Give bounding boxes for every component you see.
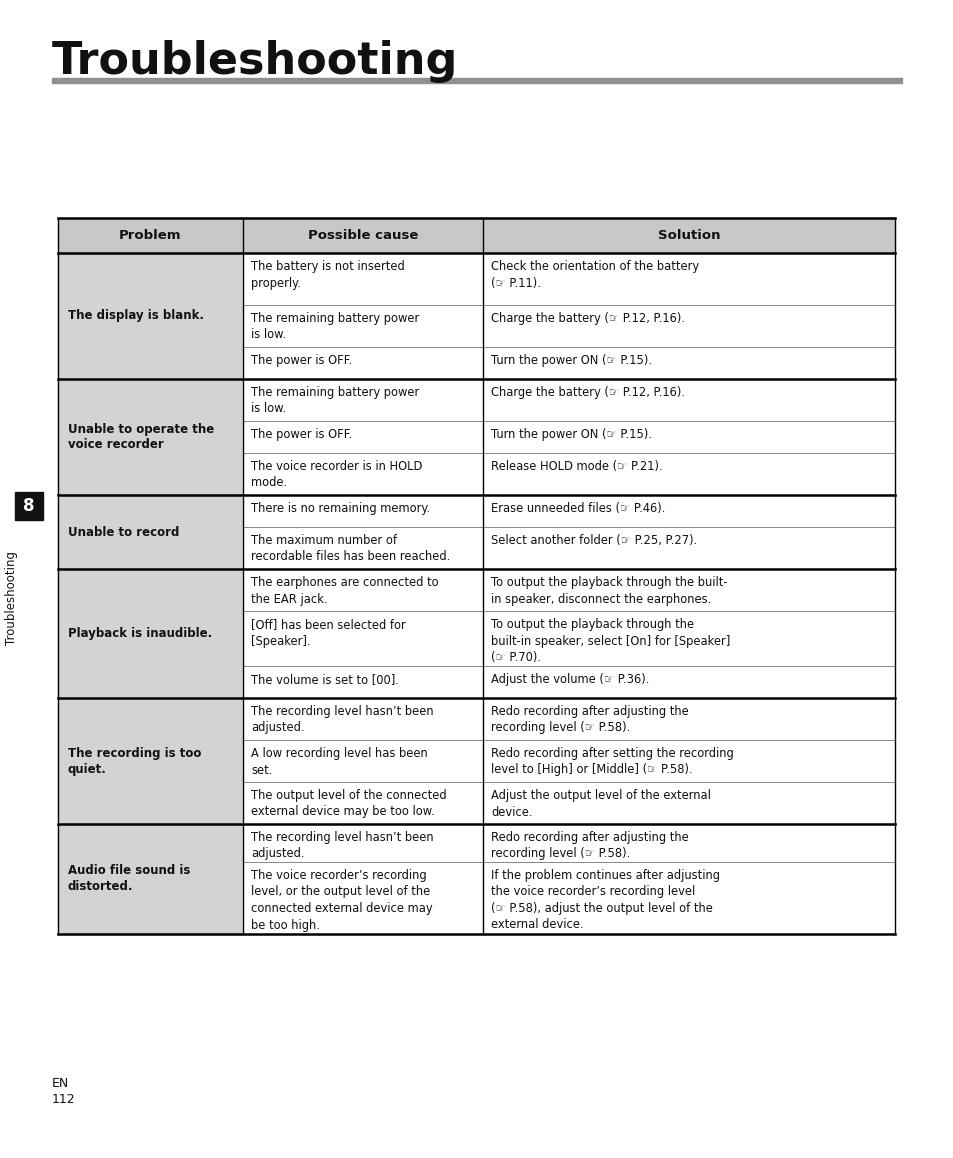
Text: Redo recording after setting the recording
level to [High] or [Middle] (☞ P.58).: Redo recording after setting the recordi… [491,747,733,777]
Text: Redo recording after adjusting the
recording level (☞ P.58).: Redo recording after adjusting the recor… [491,831,688,860]
Bar [482,824,894,862]
Text: A low recording level has been
set.: A low recording level has been set. [251,747,427,777]
Text: Select another folder (☞ P.25, P.27).: Select another folder (☞ P.25, P.27). [491,534,697,547]
Bar [243,782,482,824]
Text: The voice recorder’s recording
level, or the output level of the
connected exter: The voice recorder’s recording level, or… [251,868,432,931]
Bar [243,666,482,698]
Bar [58,698,243,824]
Text: The recording level hasn’t been
adjusted.: The recording level hasn’t been adjusted… [251,705,434,734]
Bar [482,422,894,453]
Text: Charge the battery (☞ P.12, P.16).: Charge the battery (☞ P.12, P.16). [491,312,684,325]
Text: Playback is inaudible.: Playback is inaudible. [68,626,212,640]
Text: The power is OFF.: The power is OFF. [251,354,352,367]
Text: The earphones are connected to
the EAR jack.: The earphones are connected to the EAR j… [251,576,438,606]
Bar [482,494,894,527]
Text: Troubleshooting: Troubleshooting [6,551,18,645]
Text: Release HOLD mode (☞ P.21).: Release HOLD mode (☞ P.21). [491,460,662,472]
Bar [243,494,482,527]
Bar [243,698,482,740]
Bar [482,453,894,494]
Text: If the problem continues after adjusting
the voice recorder’s recording level
(☞: If the problem continues after adjusting… [491,868,720,931]
Text: Turn the power ON (☞ P.15).: Turn the power ON (☞ P.15). [491,428,651,441]
Text: 112: 112 [52,1093,75,1106]
Bar [243,862,482,935]
Bar [482,379,894,422]
Bar [482,740,894,782]
Text: The voice recorder is in HOLD
mode.: The voice recorder is in HOLD mode. [251,460,422,490]
Bar [58,569,243,698]
Text: The volume is set to [00].: The volume is set to [00]. [251,673,398,686]
Text: To output the playback through the
built-in speaker, select [On] for [Speaker]
(: To output the playback through the built… [491,618,730,664]
Text: Charge the battery (☞ P.12, P.16).: Charge the battery (☞ P.12, P.16). [491,386,684,400]
Bar [58,218,894,252]
Bar [243,379,482,422]
Text: Adjust the volume (☞ P.36).: Adjust the volume (☞ P.36). [491,673,649,686]
Bar [243,611,482,666]
Bar [482,252,894,305]
Text: The remaining battery power
is low.: The remaining battery power is low. [251,386,418,416]
Bar [482,782,894,824]
Bar [482,666,894,698]
Text: Troubleshooting: Troubleshooting [52,41,457,83]
Text: There is no remaining memory.: There is no remaining memory. [251,503,430,515]
Bar [482,347,894,379]
Bar [58,379,243,494]
Bar [482,527,894,569]
Text: Solution: Solution [657,229,720,242]
Bar [243,527,482,569]
Text: Possible cause: Possible cause [308,229,417,242]
Text: The remaining battery power
is low.: The remaining battery power is low. [251,312,418,342]
Bar [243,740,482,782]
Text: [Off] has been selected for
[Speaker].: [Off] has been selected for [Speaker]. [251,618,405,647]
Text: Unable to operate the
voice recorder: Unable to operate the voice recorder [68,423,214,452]
Bar [243,824,482,862]
Text: The maximum number of
recordable files has been reached.: The maximum number of recordable files h… [251,534,450,564]
Bar [243,569,482,611]
Text: Problem: Problem [119,229,182,242]
Text: 8: 8 [23,497,34,515]
Bar [58,494,243,569]
Bar [52,78,901,83]
Text: Redo recording after adjusting the
recording level (☞ P.58).: Redo recording after adjusting the recor… [491,705,688,734]
Bar [482,611,894,666]
Text: The recording level hasn’t been
adjusted.: The recording level hasn’t been adjusted… [251,831,434,860]
Bar [243,453,482,494]
Text: The display is blank.: The display is blank. [68,309,204,322]
Bar [15,492,43,520]
Text: Erase unneeded files (☞ P.46).: Erase unneeded files (☞ P.46). [491,503,664,515]
Bar [58,252,243,379]
Text: Check the orientation of the battery
(☞ P.11).: Check the orientation of the battery (☞ … [491,261,699,290]
Bar [482,569,894,611]
Text: Audio file sound is
distorted.: Audio file sound is distorted. [68,865,191,894]
Text: The battery is not inserted
properly.: The battery is not inserted properly. [251,261,404,290]
Bar [58,824,243,935]
Text: The recording is too
quiet.: The recording is too quiet. [68,747,201,776]
Bar [482,862,894,935]
Text: Turn the power ON (☞ P.15).: Turn the power ON (☞ P.15). [491,354,651,367]
Text: Unable to record: Unable to record [68,526,179,538]
Text: EN: EN [52,1077,70,1090]
Bar [243,347,482,379]
Text: To output the playback through the built-
in speaker, disconnect the earphones.: To output the playback through the built… [491,576,727,606]
Text: The output level of the connected
external device may be too low.: The output level of the connected extern… [251,789,446,819]
Text: Adjust the output level of the external
device.: Adjust the output level of the external … [491,789,710,819]
Bar [243,252,482,305]
Bar [482,305,894,347]
Bar [482,698,894,740]
Bar [243,422,482,453]
Text: The power is OFF.: The power is OFF. [251,428,352,441]
Bar [243,305,482,347]
